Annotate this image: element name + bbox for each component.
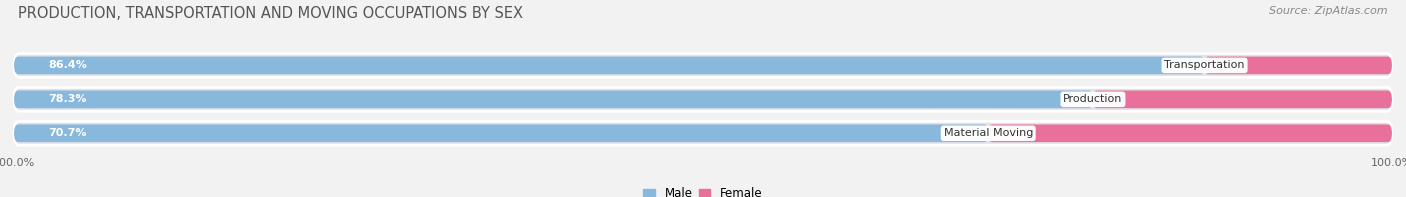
FancyBboxPatch shape bbox=[1205, 57, 1392, 74]
FancyBboxPatch shape bbox=[14, 125, 988, 142]
Text: 70.7%: 70.7% bbox=[48, 128, 87, 138]
Text: Transportation: Transportation bbox=[1164, 60, 1244, 70]
FancyBboxPatch shape bbox=[14, 121, 1392, 145]
Text: 86.4%: 86.4% bbox=[48, 60, 87, 70]
Text: Material Moving: Material Moving bbox=[943, 128, 1033, 138]
Text: Production: Production bbox=[1063, 94, 1122, 104]
Text: Source: ZipAtlas.com: Source: ZipAtlas.com bbox=[1270, 6, 1388, 16]
Text: 78.3%: 78.3% bbox=[48, 94, 87, 104]
FancyBboxPatch shape bbox=[14, 87, 1392, 111]
FancyBboxPatch shape bbox=[1092, 91, 1392, 108]
FancyBboxPatch shape bbox=[988, 125, 1392, 142]
Legend: Male, Female: Male, Female bbox=[638, 183, 768, 197]
FancyBboxPatch shape bbox=[14, 57, 1205, 74]
FancyBboxPatch shape bbox=[14, 91, 1092, 108]
Text: PRODUCTION, TRANSPORTATION AND MOVING OCCUPATIONS BY SEX: PRODUCTION, TRANSPORTATION AND MOVING OC… bbox=[18, 6, 523, 21]
FancyBboxPatch shape bbox=[14, 54, 1392, 77]
